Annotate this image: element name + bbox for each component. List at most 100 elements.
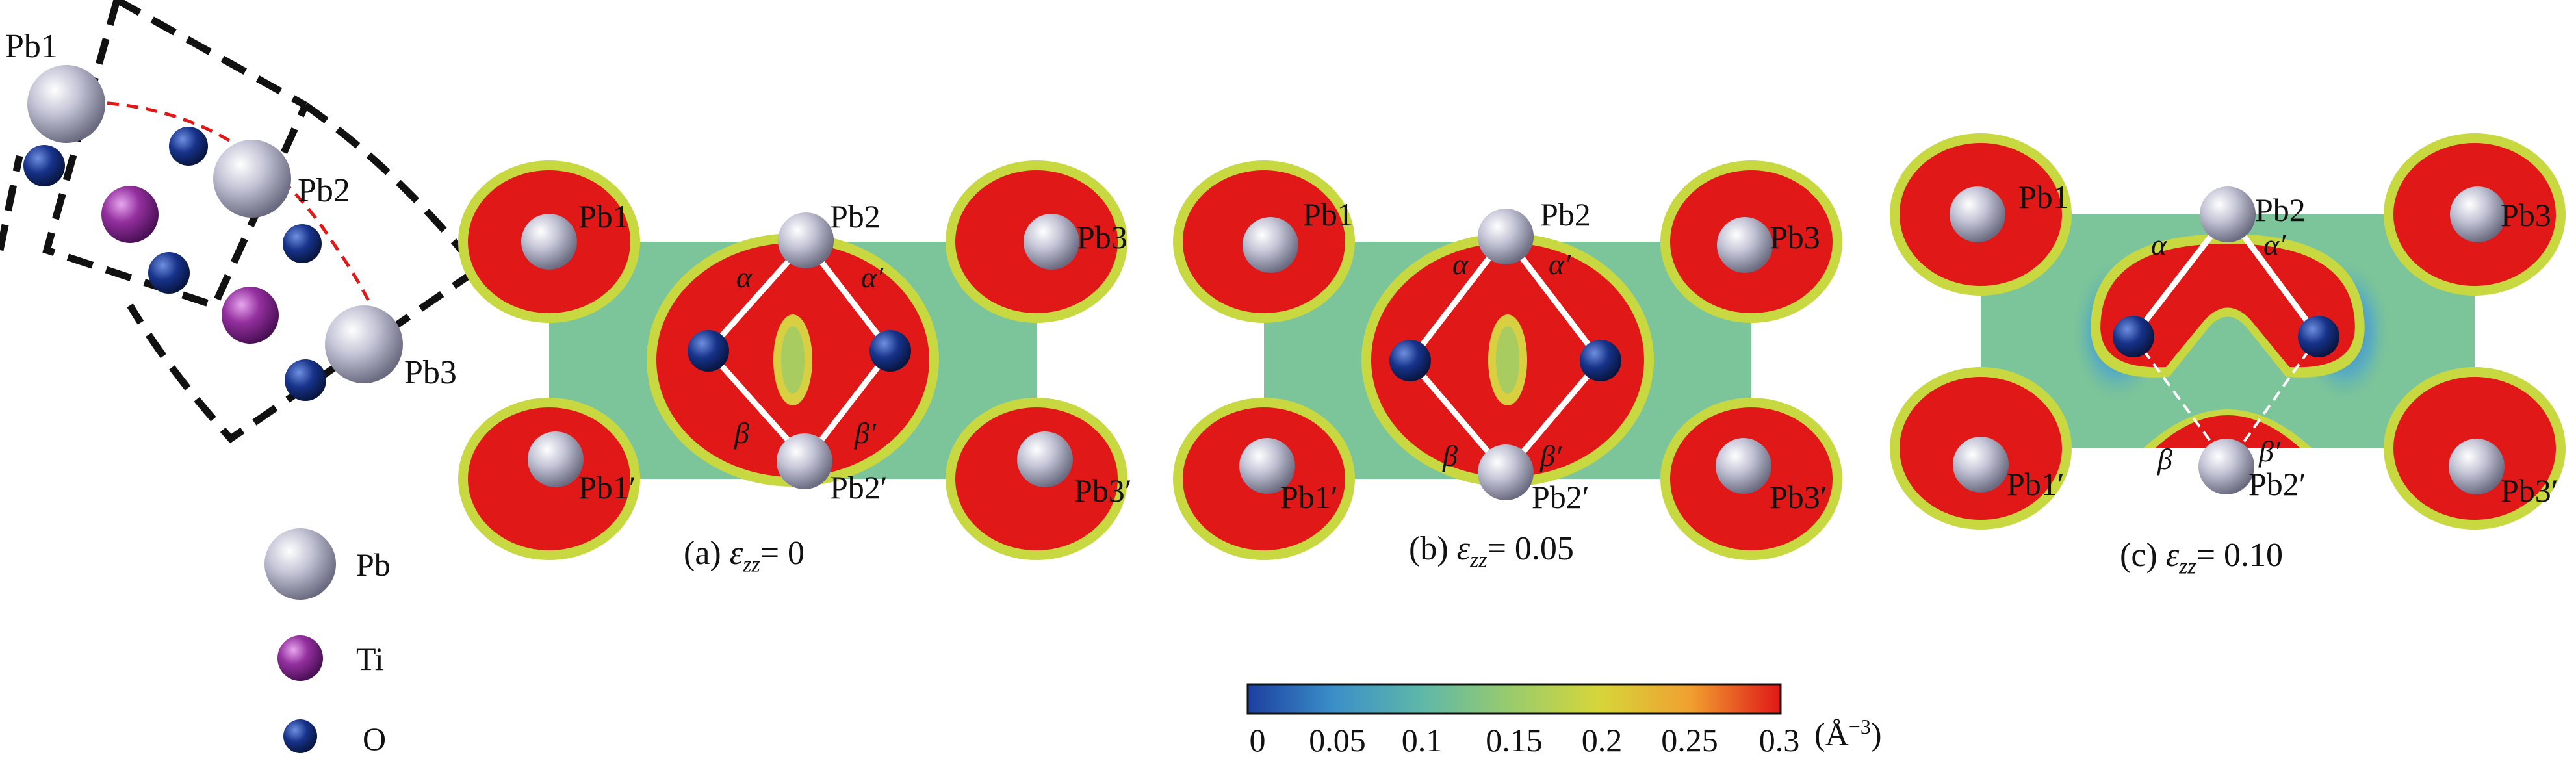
inset-pb-atom xyxy=(27,65,105,143)
panel-a-pb-atom xyxy=(777,433,832,489)
panel-b-pb-atom xyxy=(1239,438,1295,494)
panel-b-label-alphap: α′ xyxy=(1549,248,1571,281)
panel-b-caption-subscript: zz xyxy=(1470,548,1488,572)
panel-c-label-pb3p: Pb3′ xyxy=(2501,472,2558,509)
panel-a-o-atom xyxy=(688,330,729,372)
inset-o-atom xyxy=(283,224,322,263)
legend-label-ti: Ti xyxy=(356,641,384,677)
panel-b-label-betap: β′ xyxy=(1539,439,1562,472)
legend-o-icon xyxy=(283,719,317,753)
panel-c-label-alphap: α′ xyxy=(2263,228,2286,261)
panel-c-o-atom xyxy=(2113,316,2154,357)
legend-ti-icon xyxy=(277,635,323,681)
panel-a-label-pb2: Pb2 xyxy=(830,198,881,235)
panel-b-caption-prefix: (b) xyxy=(1409,530,1457,567)
inset-label-pb2: Pb2 xyxy=(298,172,350,209)
panel-b-pb-atom xyxy=(1243,217,1298,273)
panel-b-label-alpha: α xyxy=(1452,248,1469,281)
panel-a-label-beta: β xyxy=(734,417,749,450)
panel-c-caption-prefix: (c) xyxy=(2120,537,2166,574)
colorbar-tick: 0.3 xyxy=(1758,722,1800,758)
colorbar-tick: 0.05 xyxy=(1309,722,1366,758)
panel-b-pb-atom xyxy=(1478,209,1534,264)
panel-b-label-beta: β xyxy=(1442,439,1458,472)
panel-a-label-pb2p: Pb2′ xyxy=(830,469,888,506)
inset-o-atom xyxy=(169,127,208,166)
panel-a-label-betap: β′ xyxy=(854,417,877,450)
panel-b-pb-atom xyxy=(1717,217,1773,273)
panel-c-pb-atom xyxy=(2450,186,2506,242)
legend-pb-icon xyxy=(264,528,336,600)
panel-c-label-pb3: Pb3 xyxy=(2501,197,2551,233)
panel-a-pb-atom xyxy=(528,431,584,487)
panel-a-label-alphap: α′ xyxy=(861,261,884,294)
panel-a-pb-atom xyxy=(521,214,577,270)
panel-c: Pb1 Pb2 Pb3 Pb1′ Pb2′ Pb3′ α α′ β β′ xyxy=(1890,133,2566,530)
panel-a-pb-atom xyxy=(778,212,834,268)
panel-a-o-atom xyxy=(869,330,911,372)
legend-label-o: O xyxy=(363,721,387,757)
inset-o-atom xyxy=(285,359,326,401)
panel-a-label-alpha: α xyxy=(736,261,753,294)
inset-o-atom xyxy=(23,145,65,186)
panel-b-o-atom xyxy=(1389,340,1431,381)
colorbar-unit: (Å−3) xyxy=(1814,715,1881,753)
panel-b-label-pb3p: Pb3′ xyxy=(1770,479,1827,515)
panel-b-caption-value: = 0.05 xyxy=(1487,530,1574,567)
panel-a-label-pb3: Pb3 xyxy=(1077,219,1127,255)
inset-pb-atom xyxy=(325,305,403,383)
panel-a-caption-prefix: (a) xyxy=(684,535,730,572)
panel-a-label-pb3p: Pb3′ xyxy=(1074,472,1132,509)
panel-c-pb-atom xyxy=(1950,186,2005,242)
colorbar-unit-close: ) xyxy=(1870,715,1882,752)
panel-c-label-pb1p: Pb1′ xyxy=(2007,466,2065,502)
panel-c-pb-atom xyxy=(2449,439,2505,494)
inset-label-pb1: Pb1 xyxy=(5,28,58,65)
panel-c-label-pb1: Pb1 xyxy=(2018,179,2069,215)
panel-b-label-pb3: Pb3 xyxy=(1770,219,1820,255)
panel-a-caption-value: = 0 xyxy=(760,535,805,572)
panel-b-pb-atom xyxy=(1478,444,1534,500)
colorbar-gradient xyxy=(1246,683,1782,715)
panel-a-label-pb1: Pb1 xyxy=(578,198,629,235)
panel-c-o-atom xyxy=(2298,316,2339,357)
panel-a-caption-symbol: ε xyxy=(729,535,743,572)
inset-label-pb3: Pb3 xyxy=(404,354,457,391)
legend-label-pb: Pb xyxy=(356,546,391,583)
panel-b-pb-atom xyxy=(1716,438,1771,494)
panel-a-label-pb1p: Pb1′ xyxy=(578,469,636,506)
inset-o-atom xyxy=(148,252,190,294)
panel-c-label-beta: β xyxy=(2157,443,2172,476)
panel-c-pb-atom xyxy=(2198,439,2254,494)
colorbar xyxy=(1246,683,1782,715)
panel-b-label-pb1: Pb1 xyxy=(1303,196,1354,233)
panel-c-pb-atom xyxy=(1953,437,2009,493)
panel-b: Pb1 Pb2 Pb3 Pb1′ Pb2′ Pb3′ α α′ β β′ xyxy=(1173,160,1842,560)
panel-c-label-pb2: Pb2 xyxy=(2255,192,2306,228)
inset-pb-atom xyxy=(213,140,291,218)
panel-b-label-pb2: Pb2 xyxy=(1540,196,1591,233)
panel-a: Pb1 Pb2 Pb3 Pb1′ Pb2′ Pb3′ α α′ β β′ xyxy=(458,160,1132,560)
panel-b-label-pb2p: Pb2′ xyxy=(1532,479,1590,515)
panel-a-caption: (a) εzz= 0 xyxy=(684,534,805,577)
colorbar-tick: 0.15 xyxy=(1486,722,1543,758)
inset-ti-atom xyxy=(222,287,279,344)
panel-a-pb-atom xyxy=(1017,431,1073,487)
panel-b-caption-symbol: ε xyxy=(1456,530,1471,567)
colorbar-tick: 0.2 xyxy=(1581,722,1623,758)
panel-a-pb-atom xyxy=(1024,214,1079,270)
colorbar-tick: 0.1 xyxy=(1401,722,1443,758)
panel-c-caption: (c) εzz= 0.10 xyxy=(2120,536,2283,579)
panel-b-o-atom xyxy=(1580,340,1621,381)
colorbar-unit-base: (Å xyxy=(1814,715,1849,752)
panel-c-caption-symbol: ε xyxy=(2165,537,2180,574)
panel-c-pb-atom xyxy=(2200,186,2256,242)
panel-c-caption-subscript: zz xyxy=(2179,554,2196,579)
colorbar-tick: 0 xyxy=(1249,722,1266,758)
colorbar-tick: 0.25 xyxy=(1661,722,1718,758)
atom-legend xyxy=(264,528,336,753)
inset-ti-atom xyxy=(101,186,159,243)
panel-c-caption-value: = 0.10 xyxy=(2196,537,2284,574)
panel-c-label-alpha: α xyxy=(2151,228,2167,261)
